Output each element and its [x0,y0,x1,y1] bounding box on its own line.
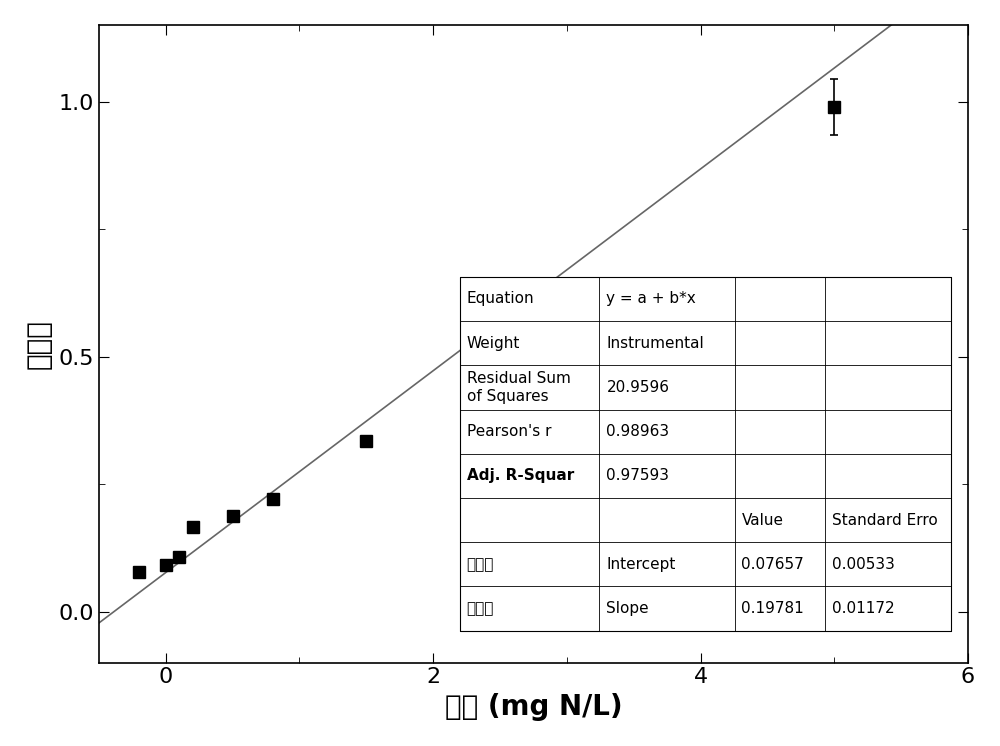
Text: 0.00533: 0.00533 [832,557,895,572]
Text: 20.9596: 20.9596 [606,380,669,395]
FancyBboxPatch shape [460,277,951,630]
Text: 0.98963: 0.98963 [606,424,670,439]
Text: 0.01172: 0.01172 [832,601,895,616]
Text: Residual Sum
of Squares: Residual Sum of Squares [467,372,570,404]
Text: 0.19781: 0.19781 [741,601,804,616]
Text: 吸光度: 吸光度 [467,557,494,572]
X-axis label: 浓度 (mg N/L): 浓度 (mg N/L) [445,693,622,721]
Y-axis label: 吸光度: 吸光度 [25,319,53,369]
Text: Adj. R-Squar: Adj. R-Squar [467,468,574,483]
Text: Standard Erro: Standard Erro [832,513,938,527]
Text: Slope: Slope [606,601,649,616]
Text: 0.07657: 0.07657 [741,557,804,572]
Text: Weight: Weight [467,336,520,351]
Text: 吸光度: 吸光度 [467,601,494,616]
Text: Instrumental: Instrumental [606,336,704,351]
Text: Equation: Equation [467,292,534,307]
Text: Pearson's r: Pearson's r [467,424,551,439]
Text: Value: Value [741,513,783,527]
Text: y = a + b*x: y = a + b*x [606,292,696,307]
Text: 0.97593: 0.97593 [606,468,669,483]
Text: Intercept: Intercept [606,557,676,572]
